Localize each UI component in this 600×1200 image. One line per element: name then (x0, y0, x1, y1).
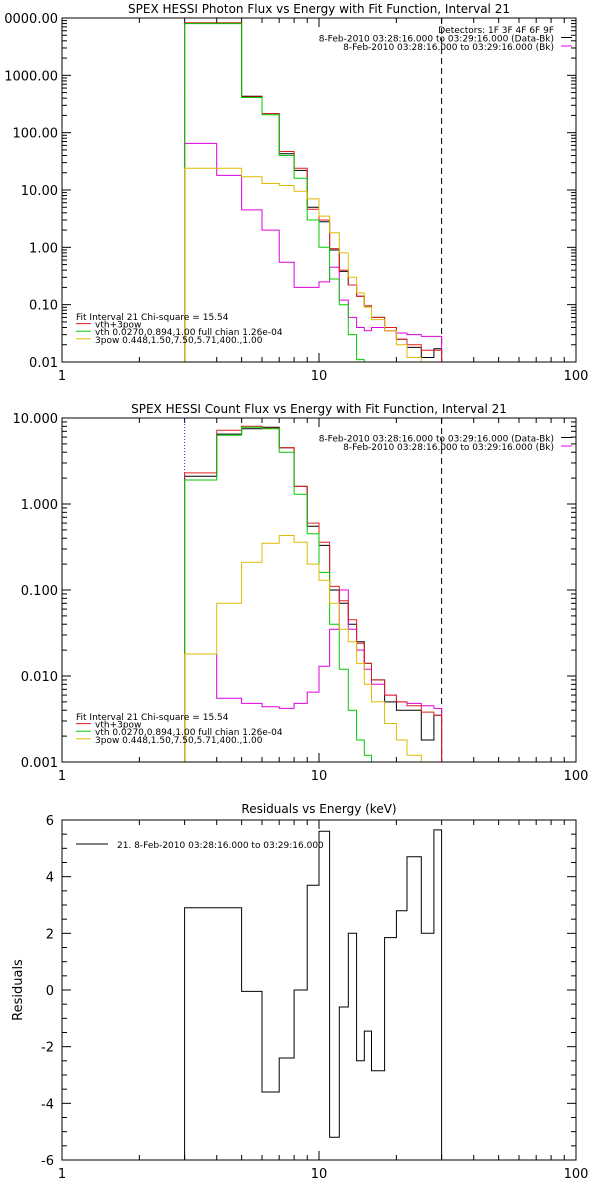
fit-legend-line: vth+3pow (95, 721, 141, 731)
y-tick-label: 6 (46, 814, 54, 829)
series-1-line (184, 142, 443, 362)
series-2-line (184, 22, 443, 362)
x-tick-label: 1 (58, 769, 66, 784)
y-tick-label: 10.00 (21, 184, 58, 199)
y-tick-label: 4 (46, 871, 54, 886)
y-axis-label: Residuals (11, 959, 26, 1021)
series-4-line (184, 535, 443, 762)
y-tick-label: 1000.00 (4, 69, 58, 84)
fit-legend-line: 3pow 0.448,1.50,7.50,5.71,400.,1.00 (95, 336, 263, 346)
x-tick-label: 100 (564, 1167, 589, 1182)
info-line: Detectors: 1F 3F 4F 6F 9F (438, 26, 554, 36)
data-series-group (184, 22, 443, 362)
fit-legend-line: 3pow 0.448,1.50,7.50,5.71,400.,1.00 (95, 736, 263, 746)
chart-title: SPEX HESSI Photon Flux vs Energy with Fi… (128, 2, 510, 16)
count-flux-chart: SPEX HESSI Count Flux vs Energy with Fit… (0, 400, 600, 800)
photon-flux-chart: SPEX HESSI Photon Flux vs Energy with Fi… (0, 0, 600, 400)
chart-title: Residuals vs Energy (keV) (241, 802, 396, 816)
series-0-line (184, 829, 443, 1160)
fit-legend-line: Fit Interval 21 Chi-square = 15.54 (76, 313, 229, 323)
series-3-line (184, 426, 443, 762)
data-series-group (184, 829, 443, 1160)
info-line: 8-Feb-2010 03:28:16.000 to 03:29:16.000 … (319, 35, 554, 45)
x-tick-label: 10 (311, 769, 328, 784)
series-3-line (184, 23, 443, 362)
y-tick-label: 10.000 (13, 412, 59, 427)
y-tick-label: -4 (41, 1097, 54, 1112)
x-tick-label: 100 (564, 769, 589, 784)
photon-flux-plot: SPEX HESSI Photon Flux vs Energy with Fi… (4, 2, 589, 384)
y-tick-label: -6 (41, 1154, 54, 1169)
info-line: 8-Feb-2010 03:28:16.000 to 03:29:16.000 … (319, 435, 554, 445)
series-0-line (184, 22, 443, 362)
count-flux-plot: SPEX HESSI Count Flux vs Energy with Fit… (13, 402, 589, 784)
y-tick-label: 0.100 (21, 584, 58, 599)
plot-frame (61, 417, 577, 763)
residuals-chart: Residuals vs Energy (keV) Residuals 1 10 100… (0, 800, 600, 1200)
y-tick-label: 0.001 (21, 756, 58, 771)
x-tick-label: 10 (311, 1167, 328, 1182)
fit-legend-line: vth 0.0270,0.894,1.00 full chian 1.26e-0… (95, 328, 283, 338)
fit-legend-line: Fit Interval 21 Chi-square = 15.54 (76, 713, 229, 723)
info-line: 8-Feb-2010 03:28:16.000 to 03:29:16.000 … (343, 443, 554, 453)
y-tick-label: 0.01 (29, 356, 58, 371)
plot-frame (61, 819, 577, 1161)
y-tick-label: 100.00 (13, 127, 59, 142)
plot-frame (61, 17, 577, 363)
y-tick-label: 0.010 (21, 670, 58, 685)
y-tick-label: 0.10 (29, 299, 58, 314)
series-4-line (184, 167, 443, 362)
y-tick-label: 0000.00 (4, 12, 58, 27)
residuals-plot: Residuals vs Energy (keV) Residuals 1 10 100… (11, 802, 589, 1182)
series-2-line (184, 425, 443, 762)
legend-label: 21. 8-Feb-2010 03:28:16.000 to 03:29:16.… (117, 841, 324, 851)
fit-legend-line: vth 0.0270,0.894,1.00 full chian 1.26e-0… (95, 728, 283, 738)
y-tick-label: 2 (46, 927, 54, 942)
x-tick-label: 1 (58, 1167, 66, 1182)
y-tick-label: 0 (46, 984, 54, 999)
x-tick-label: 10 (311, 369, 328, 384)
series-0-line (184, 426, 443, 762)
chart-title: SPEX HESSI Count Flux vs Energy with Fit… (131, 402, 507, 416)
data-series-group (184, 425, 443, 762)
fit-legend-line: vth+3pow (95, 321, 141, 331)
x-tick-label: 100 (564, 369, 589, 384)
x-tick-label: 1 (58, 369, 66, 384)
y-tick-label: 1.000 (21, 498, 58, 513)
y-tick-label: 1.00 (29, 241, 58, 256)
info-line: 8-Feb-2010 03:28:16.000 to 03:29:16.000 … (343, 43, 554, 53)
y-tick-label: -2 (41, 1041, 54, 1056)
